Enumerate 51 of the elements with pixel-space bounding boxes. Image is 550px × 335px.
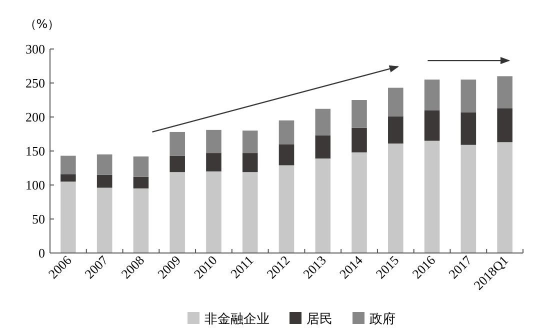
bar	[278, 165, 294, 253]
bar	[60, 156, 76, 174]
bar	[133, 176, 149, 188]
y-tick-label: 300	[26, 42, 45, 56]
y-tick-label: 250	[26, 76, 45, 90]
y-tick-label: 100	[26, 178, 45, 192]
legend-label: 非金融企业	[204, 312, 270, 327]
bar	[60, 174, 76, 182]
bar	[388, 88, 404, 116]
bar	[315, 135, 331, 158]
bar	[170, 156, 185, 172]
bar	[424, 140, 440, 253]
y-tick-label: 0	[38, 246, 45, 260]
bar	[170, 132, 185, 156]
y-tick-label: 50	[32, 212, 45, 226]
bar	[460, 112, 476, 145]
bar	[170, 172, 185, 253]
x-tick-label: 2011	[228, 252, 256, 282]
y-axis-title: （%）	[24, 17, 60, 31]
bar	[352, 152, 367, 253]
bar	[242, 153, 258, 172]
bar	[133, 188, 149, 253]
bar	[497, 108, 512, 142]
bar	[497, 142, 512, 253]
bar	[96, 188, 112, 253]
y-tick-label: 200	[26, 110, 45, 124]
bar	[206, 171, 222, 253]
bar	[242, 130, 258, 154]
bar	[352, 100, 367, 128]
bar	[388, 144, 404, 253]
bar	[278, 120, 294, 144]
bar	[242, 172, 258, 253]
bar	[388, 116, 404, 144]
bar	[206, 130, 222, 154]
bar	[424, 80, 440, 110]
y-tick-label: 150	[26, 144, 45, 158]
bar	[278, 144, 294, 166]
bar	[96, 154, 112, 175]
bar	[315, 158, 331, 253]
bar	[497, 76, 512, 108]
bar	[460, 80, 476, 112]
legend-label: 居民	[306, 312, 332, 327]
bar	[315, 108, 331, 136]
bar	[133, 156, 149, 177]
legend-label: 政府	[370, 311, 396, 327]
bar	[424, 110, 440, 141]
bar	[96, 174, 112, 188]
bar	[60, 182, 76, 253]
bar	[460, 144, 476, 253]
bar	[206, 153, 222, 172]
bar	[352, 128, 367, 152]
